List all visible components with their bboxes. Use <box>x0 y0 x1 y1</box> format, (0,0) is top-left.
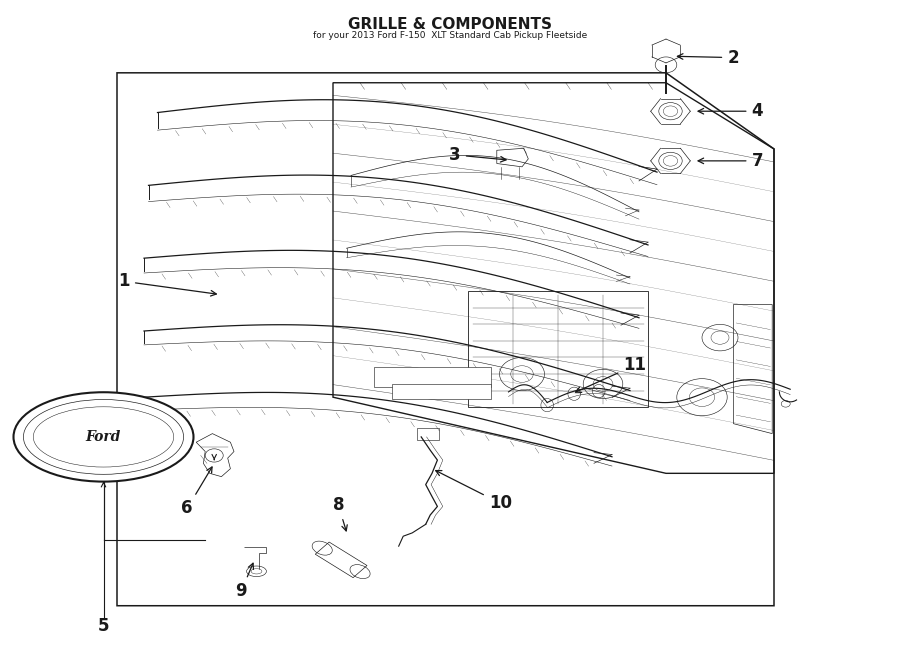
Polygon shape <box>196 434 234 477</box>
Polygon shape <box>374 367 491 387</box>
Polygon shape <box>497 148 528 167</box>
Text: 8: 8 <box>333 496 347 531</box>
Text: 1: 1 <box>119 272 216 296</box>
Bar <box>417 428 439 440</box>
Text: 4: 4 <box>698 102 763 120</box>
Ellipse shape <box>14 392 194 482</box>
Polygon shape <box>315 542 367 578</box>
Text: 6: 6 <box>182 467 212 518</box>
Text: GRILLE & COMPONENTS: GRILLE & COMPONENTS <box>348 17 552 32</box>
Text: 9: 9 <box>236 563 254 600</box>
Text: 5: 5 <box>98 616 109 635</box>
Text: Ford: Ford <box>86 430 122 444</box>
Text: for your 2013 Ford F-150  XLT Standard Cab Pickup Fleetside: for your 2013 Ford F-150 XLT Standard Ca… <box>313 31 587 40</box>
Text: 7: 7 <box>698 152 763 170</box>
Bar <box>468 291 648 407</box>
Polygon shape <box>392 384 491 399</box>
Text: 11: 11 <box>575 356 646 393</box>
Text: 3: 3 <box>449 146 506 164</box>
Text: 2: 2 <box>678 48 739 67</box>
Text: 10: 10 <box>436 471 512 512</box>
